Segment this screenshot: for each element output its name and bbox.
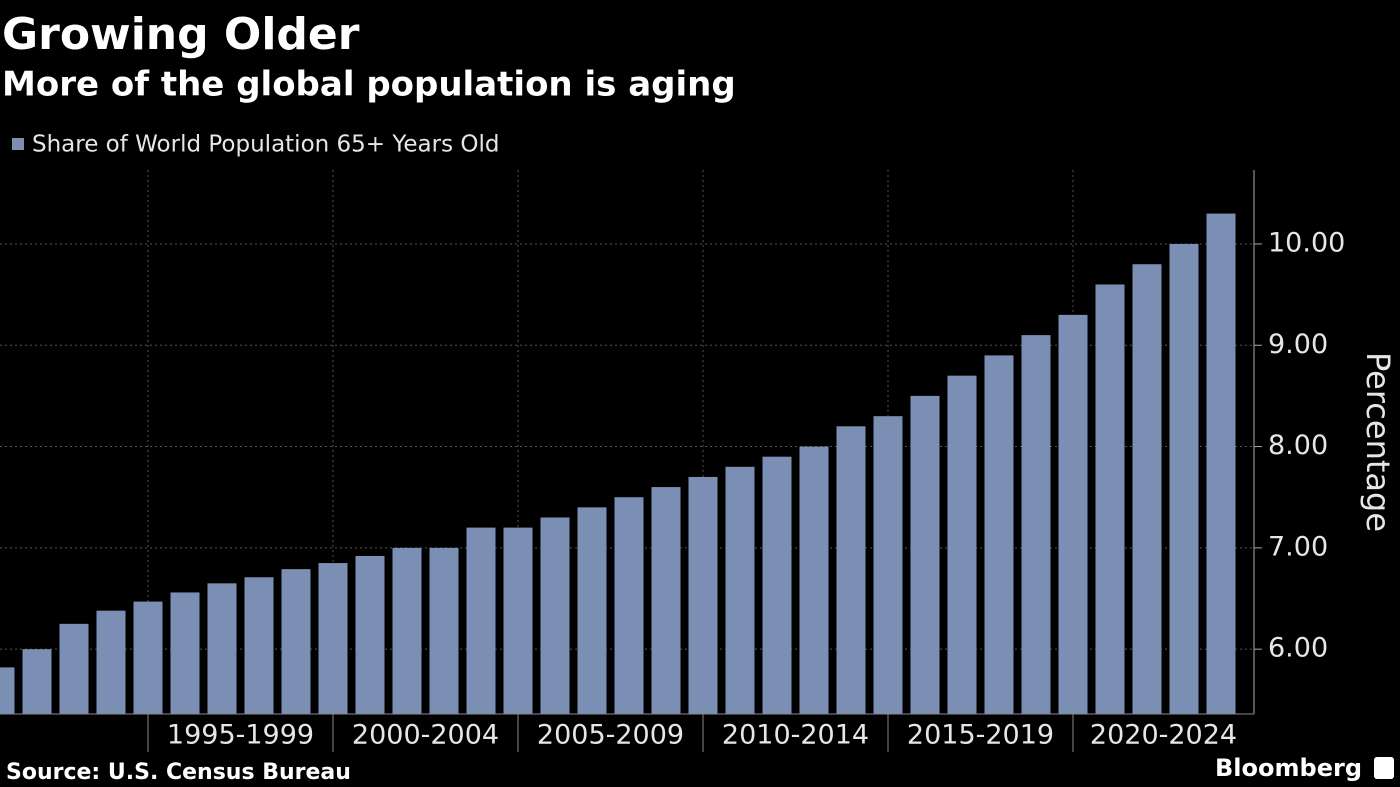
brand-icon (1374, 757, 1394, 779)
bar (207, 583, 237, 714)
chart-subtitle: More of the global population is aging (2, 65, 736, 105)
bar (355, 555, 385, 714)
x-group-label: 2015-2019 (907, 720, 1054, 751)
legend-label: Share of World Population 65+ Years Old (32, 132, 499, 158)
bar (244, 577, 274, 714)
y-tick-label: 6.00 (1268, 633, 1328, 664)
bar (873, 416, 903, 714)
bar (725, 466, 755, 714)
bar (22, 649, 52, 714)
x-group-label: 1995-1999 (167, 720, 314, 751)
brand: Bloomberg (1215, 754, 1362, 782)
bar (170, 592, 200, 714)
bar (0, 667, 15, 714)
bar (614, 497, 644, 714)
y-tick-label: 9.00 (1268, 329, 1328, 360)
bar (762, 456, 792, 714)
x-group-label: 2020-2024 (1090, 720, 1237, 751)
legend-swatch (12, 138, 24, 150)
chart-title: Growing Older (2, 9, 360, 60)
bar (1058, 314, 1088, 714)
bar (1169, 243, 1199, 714)
bar (799, 446, 829, 714)
bar (466, 527, 496, 714)
x-group-label: 2000-2004 (352, 720, 499, 751)
bar (836, 426, 866, 714)
bar (540, 517, 570, 714)
bar (1095, 284, 1125, 714)
bar (96, 610, 126, 714)
bar (392, 547, 422, 714)
y-axis-label: Percentage (1359, 352, 1397, 532)
bar (984, 355, 1014, 714)
bar (1132, 264, 1162, 714)
bar (947, 375, 977, 714)
y-tick-label: 7.00 (1268, 531, 1328, 562)
bar (281, 569, 311, 714)
x-group-label: 2005-2009 (537, 720, 684, 751)
bar (1021, 335, 1051, 714)
bar (1206, 213, 1236, 714)
bar (318, 563, 348, 714)
bar (577, 507, 607, 714)
source: Source: U.S. Census Bureau (6, 760, 351, 785)
y-tick-label: 8.00 (1268, 430, 1328, 461)
y-tick-label: 10.00 (1268, 227, 1345, 258)
bar (651, 487, 681, 714)
bar (910, 395, 940, 714)
bar (429, 547, 459, 714)
bar (688, 476, 718, 714)
bar (503, 527, 533, 714)
x-group-label: 2010-2014 (722, 720, 869, 751)
bar (59, 623, 89, 714)
bar (133, 601, 163, 714)
